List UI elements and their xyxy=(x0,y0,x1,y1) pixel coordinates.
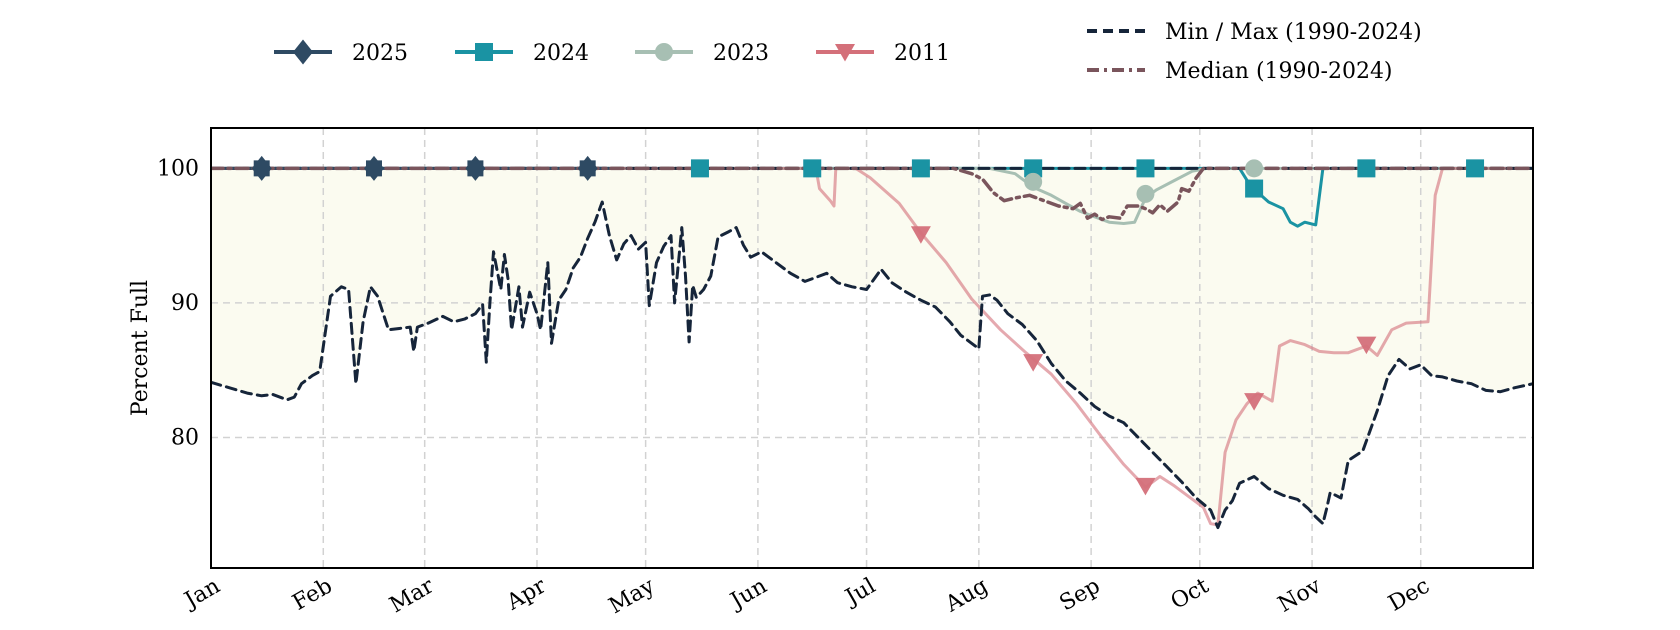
legend-item-median-1990-2024: Median (1990-2024) xyxy=(1087,59,1393,84)
marker-2024 xyxy=(690,159,709,178)
x-tick-label: Oct xyxy=(1167,573,1214,614)
x-tick-label: Jul xyxy=(840,574,880,612)
marker-2023 xyxy=(1245,159,1264,178)
y-tick-label: 100 xyxy=(157,156,199,181)
y-tick-label: 80 xyxy=(171,425,199,450)
marker-2011 xyxy=(1135,477,1156,496)
legend-item-2023: 2023 xyxy=(635,41,769,66)
series-line-median-1990-2024 xyxy=(211,166,1533,222)
x-tick-label: Apr xyxy=(502,573,551,616)
x-tick-label: Nov xyxy=(1274,573,1326,617)
series-line-min-max-1990-2024 xyxy=(211,200,1533,530)
y-tick-label: 90 xyxy=(171,291,199,316)
marker-2011 xyxy=(910,226,931,244)
marker-2024 xyxy=(1357,159,1376,178)
x-tick-label: Dec xyxy=(1384,574,1434,617)
marker-2025-core xyxy=(365,160,382,177)
legend-marker xyxy=(655,43,673,61)
legend-label: Median (1990-2024) xyxy=(1165,59,1393,84)
legend-item-min-max-1990-2024: Min / Max (1990-2024) xyxy=(1087,20,1422,45)
x-tick-label: Aug xyxy=(941,574,993,618)
marker-2024 xyxy=(1136,159,1155,178)
marker-2023 xyxy=(1136,184,1155,203)
marker-2011 xyxy=(1023,354,1044,372)
legend-marker xyxy=(293,39,313,65)
marker-2025-core xyxy=(579,160,596,177)
marker-2025-core xyxy=(467,160,484,177)
marker-2023 xyxy=(1024,172,1043,191)
marker-2024 xyxy=(1245,179,1264,198)
legend-label: 2025 xyxy=(352,41,408,66)
minmax-band xyxy=(211,168,1533,528)
marker-2024 xyxy=(803,159,822,178)
legend-label: 2024 xyxy=(533,41,589,66)
x-tick-label: Sep xyxy=(1055,574,1104,617)
legend-marker xyxy=(475,43,493,61)
x-tick-label: Jun xyxy=(725,574,771,615)
marker-2011 xyxy=(1244,393,1265,411)
series-markers xyxy=(251,155,1485,496)
x-tick-label: Jan xyxy=(179,574,225,615)
marker-2025-core xyxy=(253,160,270,177)
legend-item-2011: 2011 xyxy=(816,41,950,66)
marker-2011 xyxy=(1356,336,1377,355)
plot-frame xyxy=(210,127,1534,569)
y-axis-label: Percent Full xyxy=(128,280,153,416)
marker-2024 xyxy=(1024,159,1043,178)
legend: 2025 2024 2023 2011 Min / Max (1990-2024) Med… xyxy=(274,20,1422,84)
marker-2024 xyxy=(911,159,930,178)
legend-item-2025: 2025 xyxy=(274,39,408,66)
legend-marker xyxy=(835,44,855,62)
marker-2024 xyxy=(1466,159,1485,178)
x-tick-label: Mar xyxy=(386,573,439,618)
plot-area: 80 90 100 Jan Feb Mar Apr May Jun Jul Aug Sep Oct Nov… xyxy=(157,127,1534,619)
legend-label: Min / Max (1990-2024) xyxy=(1165,20,1422,45)
x-tick-label: Feb xyxy=(289,574,337,616)
legend-label: 2023 xyxy=(713,41,769,66)
series-lines xyxy=(211,166,1533,530)
x-tick-label: May xyxy=(605,573,660,619)
legend-label: 2011 xyxy=(894,41,950,66)
legend-item-2024: 2024 xyxy=(455,41,589,66)
